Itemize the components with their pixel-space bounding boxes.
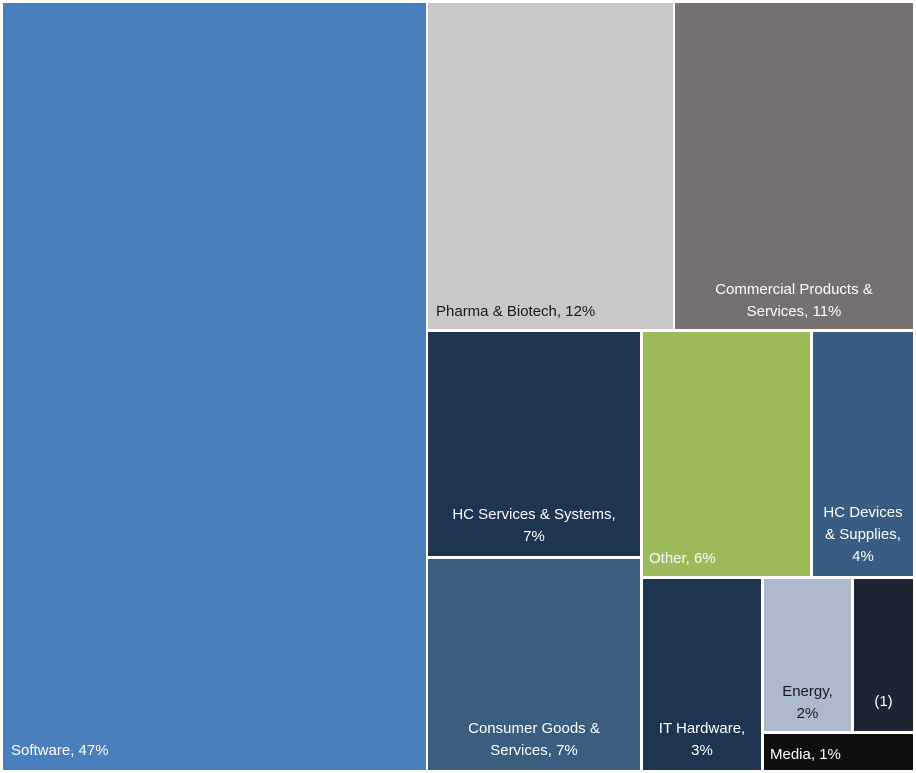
tile-label: Pharma & Biotech, 12%: [436, 303, 596, 320]
treemap-tile-commercial-products-services: Commercial Products & Services, 11%: [675, 3, 913, 329]
treemap-tile-hc-devices-supplies: HC Devices & Supplies, 4%: [813, 332, 913, 576]
treemap-tile-it-hardware: IT Hardware, 3%: [643, 579, 761, 770]
tile-label: & Supplies,: [825, 526, 901, 543]
treemap-tile-pharma-biotech: Pharma & Biotech, 12%: [428, 3, 673, 329]
treemap-tile-energy: Energy, 2%: [764, 579, 851, 731]
tile-label: Services, 11%: [746, 303, 842, 320]
tile-label: Other, 6%: [649, 550, 716, 567]
tile-label: (1): [874, 693, 893, 710]
tile-label: 7%: [523, 528, 545, 545]
tile-label: IT Hardware,: [658, 720, 746, 737]
treemap-tile-hc-services-systems: HC Services & Systems, 7%: [428, 332, 640, 556]
tile-label: 2%: [796, 705, 819, 722]
tile-label: Energy,: [782, 683, 833, 700]
treemap-tile-other: Other, 6%: [643, 332, 810, 576]
treemap-tile-1: (1): [854, 579, 913, 731]
tile-label: 3%: [691, 742, 713, 759]
tile-label: 4%: [852, 548, 874, 565]
tile-label: HC Devices: [823, 504, 903, 521]
tile-label: Software, 47%: [11, 742, 109, 759]
treemap-tile-software: Software, 47%: [3, 3, 426, 770]
tile-label: Consumer Goods &: [468, 720, 600, 737]
treemap-tile-consumer-goods-services: Consumer Goods & Services, 7%: [428, 559, 640, 770]
tile-label: HC Services & Systems,: [452, 506, 616, 523]
tile-label: Commercial Products &: [715, 281, 873, 298]
treemap-tile-media: Media, 1%: [764, 734, 913, 770]
tile-label: Services, 7%: [490, 742, 578, 759]
tile-label: Media, 1%: [770, 746, 841, 763]
